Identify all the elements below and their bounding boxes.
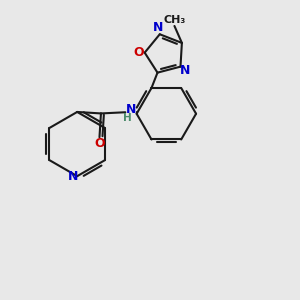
Text: N: N [180,64,191,77]
Text: N: N [68,170,78,183]
Text: O: O [134,46,144,59]
Text: H: H [123,113,132,123]
Text: CH₃: CH₃ [163,15,186,25]
Text: N: N [153,21,163,34]
Text: N: N [126,103,136,116]
Text: O: O [94,137,105,150]
